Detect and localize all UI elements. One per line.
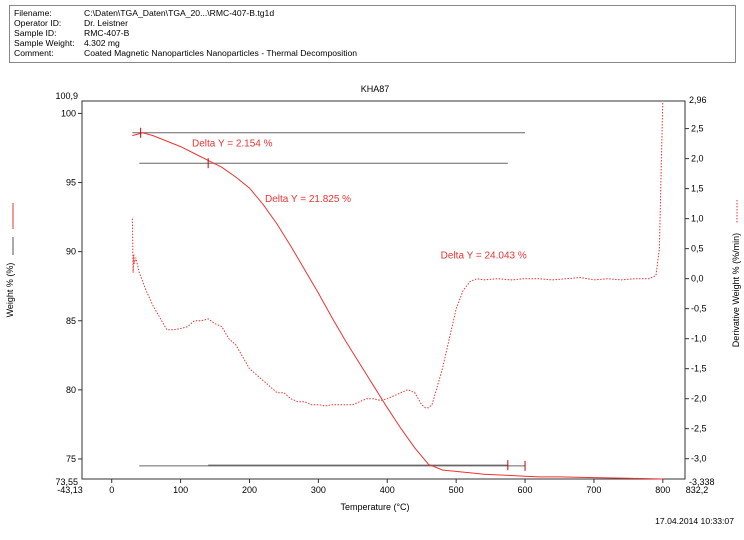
y2-tick-label: -3,0 bbox=[691, 454, 707, 464]
info-row-operator: Operator ID: Dr. Leistner bbox=[14, 18, 128, 28]
delta-y-annotation: Delta Y = 2.154 % bbox=[192, 139, 273, 150]
y-axis-left: 75 80 85 90 95 100 73,55 100,9 bbox=[55, 91, 82, 487]
weight-percent-line bbox=[132, 132, 663, 480]
info-row-sample-weight: Sample Weight: 4.302 mg bbox=[14, 38, 120, 48]
step-markers bbox=[140, 127, 526, 471]
x-tick-label: 500 bbox=[449, 485, 464, 495]
x-tick-label: 100 bbox=[173, 485, 188, 495]
x-axis: 0 100 200 300 400 500 600 700 800 -43,13 832,2 bbox=[57, 479, 708, 495]
chart-title: KHA87 bbox=[361, 84, 390, 94]
x-tick-label: 0 bbox=[109, 485, 114, 495]
sample-info-box: Filename: C:\Daten\TGA_Daten\TGA_20...\RM… bbox=[9, 5, 736, 63]
x-tick-label: 200 bbox=[242, 485, 257, 495]
info-row-filename: Filename: C:\Daten\TGA_Daten\TGA_20...\RM… bbox=[14, 8, 275, 18]
y-tick-label: 85 bbox=[66, 316, 76, 326]
y-tick-label: 90 bbox=[66, 247, 76, 257]
delta-y-annotation: Delta Y = 24.043 % bbox=[441, 251, 527, 262]
y2-tick-label: 2,5 bbox=[691, 124, 704, 134]
timestamp: 17.04.2014 10:33:07 bbox=[655, 516, 734, 526]
info-row-sample-id: Sample ID: RMC-407-B bbox=[14, 28, 130, 38]
derivative-weight-line bbox=[131, 100, 664, 409]
y2-tick-label: -0,5 bbox=[691, 304, 707, 314]
delta-y-annotation: Delta Y = 21.825 % bbox=[265, 194, 351, 205]
x-tick-label: 400 bbox=[380, 485, 395, 495]
y2-tick-label: -1,5 bbox=[691, 364, 707, 374]
x-edge-label-min: -43,13 bbox=[57, 485, 83, 495]
y-tick-label: 95 bbox=[66, 178, 76, 188]
info-row-comment: Comment: Coated Magnetic Nanoparticles Na… bbox=[14, 48, 358, 58]
axis-legend-markers bbox=[12, 200, 738, 255]
y-edge-label-min: 73,55 bbox=[55, 477, 78, 487]
x-tick-label: 300 bbox=[311, 485, 326, 495]
y2-edge-label-max: 2,96 bbox=[689, 95, 707, 105]
y2-tick-label: 0,0 bbox=[691, 274, 704, 284]
step-lines bbox=[132, 132, 526, 467]
y2-tick-label: -2,5 bbox=[691, 424, 707, 434]
x-axis-label: Temperature (°C) bbox=[340, 502, 409, 512]
annotations: Delta Y = 2.154 % Delta Y = 21.825 % Delta… bbox=[192, 139, 527, 262]
y2-tick-label: -1,0 bbox=[691, 334, 707, 344]
x-tick-label: 600 bbox=[518, 485, 533, 495]
y2-tick-label: 1,5 bbox=[691, 184, 704, 194]
y-axis-label: Weight % (%) bbox=[5, 263, 15, 318]
y2-edge-label-min: -3,338 bbox=[689, 477, 715, 487]
x-tick-label: 800 bbox=[655, 485, 670, 495]
y2-tick-label: -2,0 bbox=[691, 394, 707, 404]
y-edge-label-max: 100,9 bbox=[55, 91, 78, 101]
y-tick-label: 100 bbox=[61, 108, 76, 118]
y-axis-right: -3,0 -2,5 -2,0 -1,5 -1,0 -0,5 0,0 0,5 1,0 1,5 2,0 2… bbox=[685, 95, 715, 487]
y2-tick-label: 2,0 bbox=[691, 154, 704, 164]
series-lines bbox=[131, 100, 664, 480]
x-edge-label-max: 832,2 bbox=[686, 485, 709, 495]
y2-tick-label: 1,0 bbox=[691, 214, 704, 224]
y2-axis-label: Derivative Weight % (%/min) bbox=[731, 233, 741, 347]
y2-tick-label: 0,5 bbox=[691, 244, 704, 254]
y-tick-label: 75 bbox=[66, 454, 76, 464]
plot-area bbox=[81, 100, 686, 480]
x-tick-label: 700 bbox=[586, 485, 601, 495]
y-tick-label: 80 bbox=[66, 385, 76, 395]
